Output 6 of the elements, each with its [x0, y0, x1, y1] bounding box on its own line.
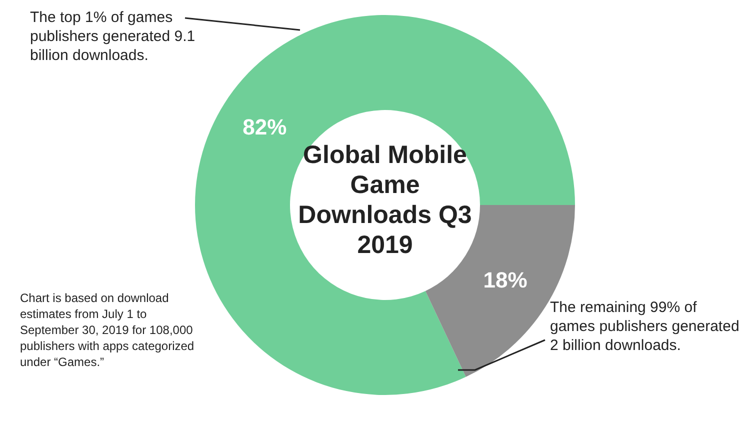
data-label: 82%	[242, 114, 287, 140]
text: Global Mobile Game Downloads Q3 2019	[297, 140, 473, 260]
slice-label: The remaining 99% of games publishers generated 2 billion downloads.	[550, 298, 740, 355]
slice-label: The top 1% of games publishers generated 9.1 billion downloads.	[30, 8, 196, 65]
data-label: 18%	[483, 267, 528, 292]
text: Chart is based on download estimates from July 1 to September 30, 2019 for 108,000 publishers with apps categorized under “Games.”	[20, 290, 196, 370]
